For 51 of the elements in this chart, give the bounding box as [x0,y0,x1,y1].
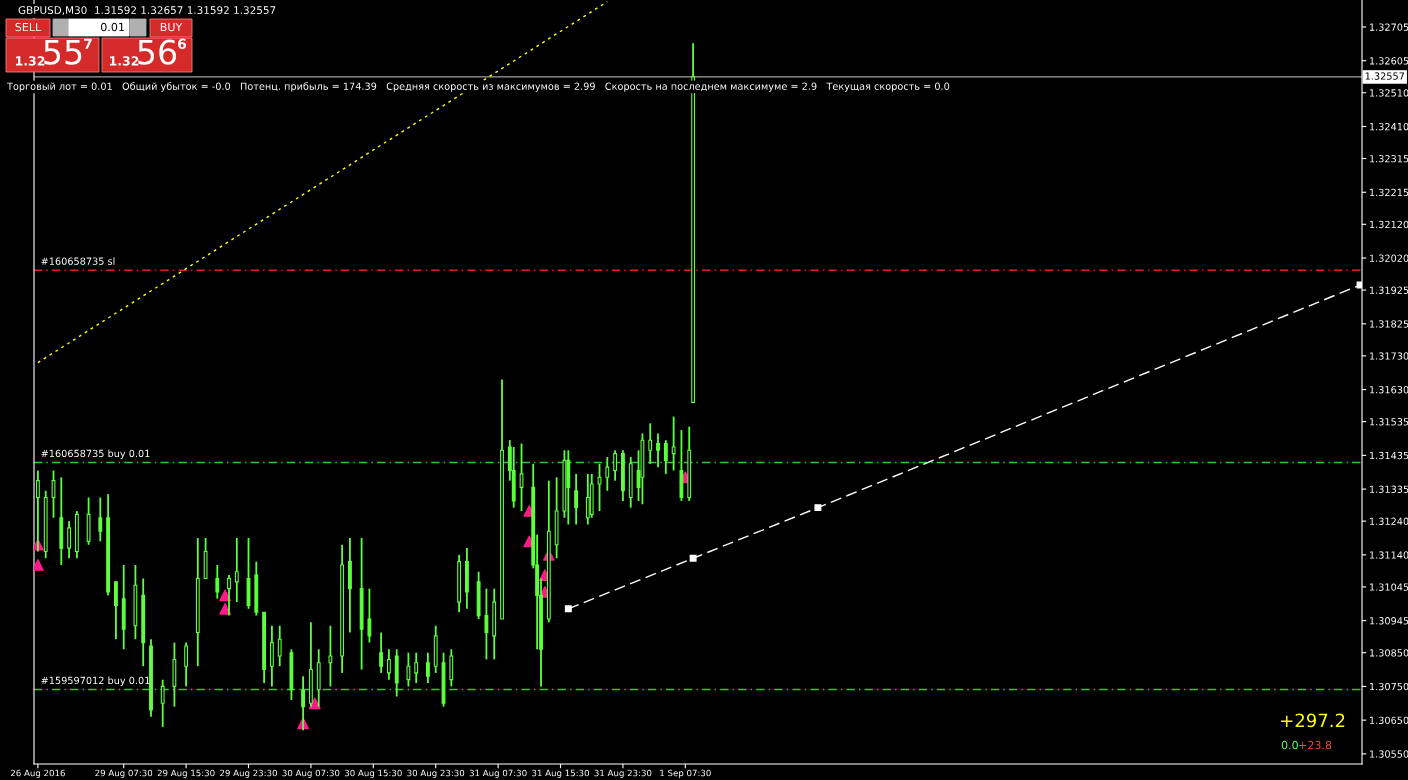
y-tick-label: 1.31925 [1370,286,1408,294]
y-tick-label: 1.31730 [1370,352,1408,360]
y-tick-label: 1.32705 [1370,23,1408,31]
y-tick-label: 1.31435 [1370,451,1408,460]
annotation: SELL [15,22,42,32]
y-tick-label: 1.32410 [1370,122,1408,131]
annotation: 0.01 [100,22,124,32]
y-tick-label: 1.32020 [1370,254,1408,262]
annotation: Торговый лот = 0.01 Общий убыток = -0.0 Потенц. прибыль = 174.39 Средняя скорость из максимумов = 2.99 Скорость на последнем максимуме = 2.9 Текущая скорость = 0.0 [6,82,950,92]
x-tick-label: 29 Aug 15:30 [157,769,215,778]
x-tick-label: 30 Aug 15:30 [344,769,402,778]
text: GBPUSD,M30 1.31592 1.32657 1.31592 1.32557 [18,6,276,16]
ref-line-label: #160658735 buy 0.01 [41,449,150,459]
y-tick-label: 1.32315 [1370,155,1408,163]
annotation: 0.0 [1281,740,1298,750]
annotation: 1.32 [15,56,45,66]
y-tick-label: 1.32605 [1370,57,1408,65]
y-tick-label: 1.31240 [1370,517,1408,525]
annotation: 1.32 [109,56,139,66]
y-tick-label: 1.30750 [1370,682,1408,691]
x-tick-label: 30 Aug 07:30 [282,769,340,778]
y-tick-label: 1.32120 [1370,220,1408,229]
y-tick-label: 1.32215 [1370,188,1408,197]
annotation: 6 [178,38,187,50]
ref-line-label: #160658735 sl [41,257,115,265]
y-tick-label: 1.30550 [1370,750,1408,758]
x-tick-label: 31 Aug 15:30 [532,769,589,778]
x-tick-label: 30 Aug 23:30 [407,769,465,778]
x-tick-label: 29 Aug 23:30 [220,769,277,778]
y-tick-label: 1.31825 [1370,320,1408,328]
x-tick-label: 29 Aug 07:30 [95,769,153,778]
annotation: +297.2 [1281,713,1345,728]
y-tick-label: 1.30650 [1370,716,1408,724]
x-tick-label: 1 Sep 07:30 [660,769,711,778]
x-tick-label: 31 Aug 23:30 [594,769,652,778]
annotation: BUY [160,22,183,32]
y-tick-label: 1.32510 [1370,89,1408,97]
y-tick-label: 1.30850 [1370,649,1408,657]
y-tick-label: 1.31045 [1370,583,1408,591]
x-tick-label: 26 Aug 2016 [10,769,65,778]
annotation: 7 [84,38,92,49]
y-tick-label: 1.31535 [1370,418,1408,426]
annotation: +23.8 [1299,740,1332,750]
ref-line-label: 1.32557 [1365,72,1405,80]
y-tick-label: 1.30945 [1370,617,1408,625]
x-tick-label: 31 Aug 07:30 [469,769,527,778]
y-tick-label: 1.31335 [1370,485,1408,493]
y-tick-label: 1.31140 [1370,551,1408,559]
annotation: 56 [138,39,177,65]
y-tick-label: 1.31630 [1370,386,1408,394]
annotation: 55 [44,39,82,65]
